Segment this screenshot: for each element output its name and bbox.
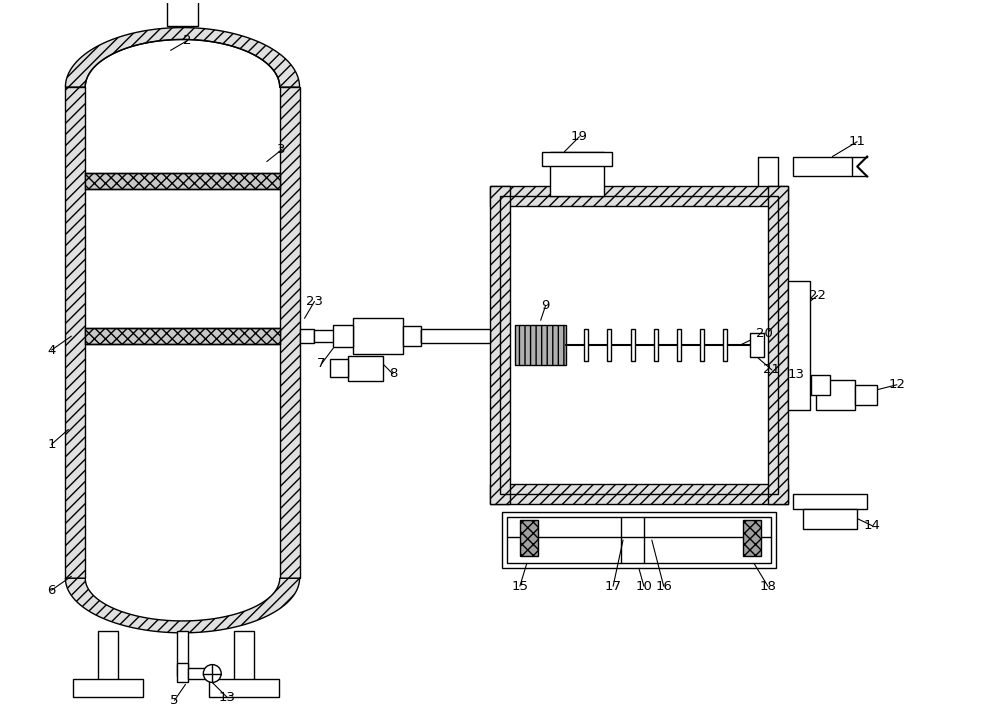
Bar bbox=[550, 152, 604, 196]
Bar bbox=[855, 385, 877, 405]
Text: 7: 7 bbox=[317, 358, 326, 370]
Text: 6: 6 bbox=[47, 583, 56, 597]
Bar bbox=[700, 329, 704, 361]
Text: 15: 15 bbox=[511, 580, 528, 593]
Bar bbox=[607, 329, 611, 361]
Text: 19: 19 bbox=[571, 130, 588, 143]
Bar bbox=[768, 187, 788, 504]
Bar bbox=[507, 517, 771, 563]
Text: 4: 4 bbox=[47, 344, 56, 357]
Text: 23: 23 bbox=[306, 295, 323, 308]
Text: 10: 10 bbox=[635, 580, 652, 593]
Bar bbox=[542, 152, 612, 167]
Circle shape bbox=[203, 664, 221, 682]
Bar bbox=[353, 318, 403, 354]
Bar bbox=[234, 631, 254, 696]
Bar bbox=[816, 380, 855, 410]
Text: 18: 18 bbox=[759, 580, 776, 593]
Text: 12: 12 bbox=[888, 378, 905, 391]
Text: 22: 22 bbox=[809, 289, 826, 302]
Bar bbox=[750, 333, 764, 357]
Bar bbox=[677, 329, 681, 361]
Text: 16: 16 bbox=[655, 580, 672, 593]
Bar bbox=[520, 520, 538, 556]
Text: 13: 13 bbox=[219, 691, 236, 704]
Bar bbox=[490, 484, 788, 504]
Bar bbox=[510, 206, 768, 484]
Bar bbox=[793, 494, 867, 509]
Text: 13: 13 bbox=[787, 368, 804, 381]
Bar bbox=[98, 631, 118, 696]
Bar bbox=[515, 325, 566, 365]
Text: 20: 20 bbox=[756, 327, 773, 340]
Bar bbox=[743, 520, 761, 556]
Bar bbox=[421, 329, 490, 343]
Bar bbox=[490, 187, 510, 504]
Bar bbox=[723, 329, 727, 361]
Bar bbox=[314, 330, 359, 342]
Bar bbox=[803, 509, 857, 528]
Bar bbox=[85, 174, 280, 189]
Text: 11: 11 bbox=[849, 135, 866, 148]
Bar bbox=[500, 196, 778, 494]
Text: 2: 2 bbox=[183, 34, 192, 47]
Polygon shape bbox=[65, 28, 300, 87]
Bar bbox=[188, 668, 208, 679]
Polygon shape bbox=[85, 39, 280, 87]
Text: 14: 14 bbox=[864, 519, 881, 532]
Bar bbox=[348, 356, 383, 381]
Text: 1: 1 bbox=[47, 438, 56, 451]
Bar bbox=[490, 187, 788, 206]
Bar bbox=[330, 359, 348, 377]
Bar bbox=[209, 679, 279, 697]
Bar bbox=[177, 631, 188, 676]
Bar bbox=[85, 328, 280, 344]
Text: 5: 5 bbox=[170, 694, 179, 707]
Bar bbox=[333, 325, 353, 347]
Bar bbox=[421, 330, 435, 342]
Bar bbox=[85, 87, 280, 578]
Text: 21: 21 bbox=[763, 363, 780, 376]
Bar bbox=[73, 679, 143, 697]
Bar bbox=[811, 375, 830, 395]
Polygon shape bbox=[65, 578, 300, 633]
Bar bbox=[788, 280, 810, 410]
Bar bbox=[167, 0, 198, 26]
Bar bbox=[280, 87, 300, 578]
Text: 8: 8 bbox=[389, 368, 397, 380]
Bar bbox=[631, 329, 635, 361]
Bar bbox=[654, 329, 658, 361]
Bar bbox=[177, 663, 188, 682]
Bar bbox=[584, 329, 588, 361]
Bar bbox=[65, 87, 85, 578]
Text: 3: 3 bbox=[277, 143, 286, 156]
Bar bbox=[300, 329, 314, 343]
Bar bbox=[403, 326, 421, 346]
Text: 9: 9 bbox=[541, 299, 550, 312]
Bar bbox=[502, 512, 776, 568]
Text: 17: 17 bbox=[605, 580, 622, 593]
Bar bbox=[793, 157, 852, 177]
